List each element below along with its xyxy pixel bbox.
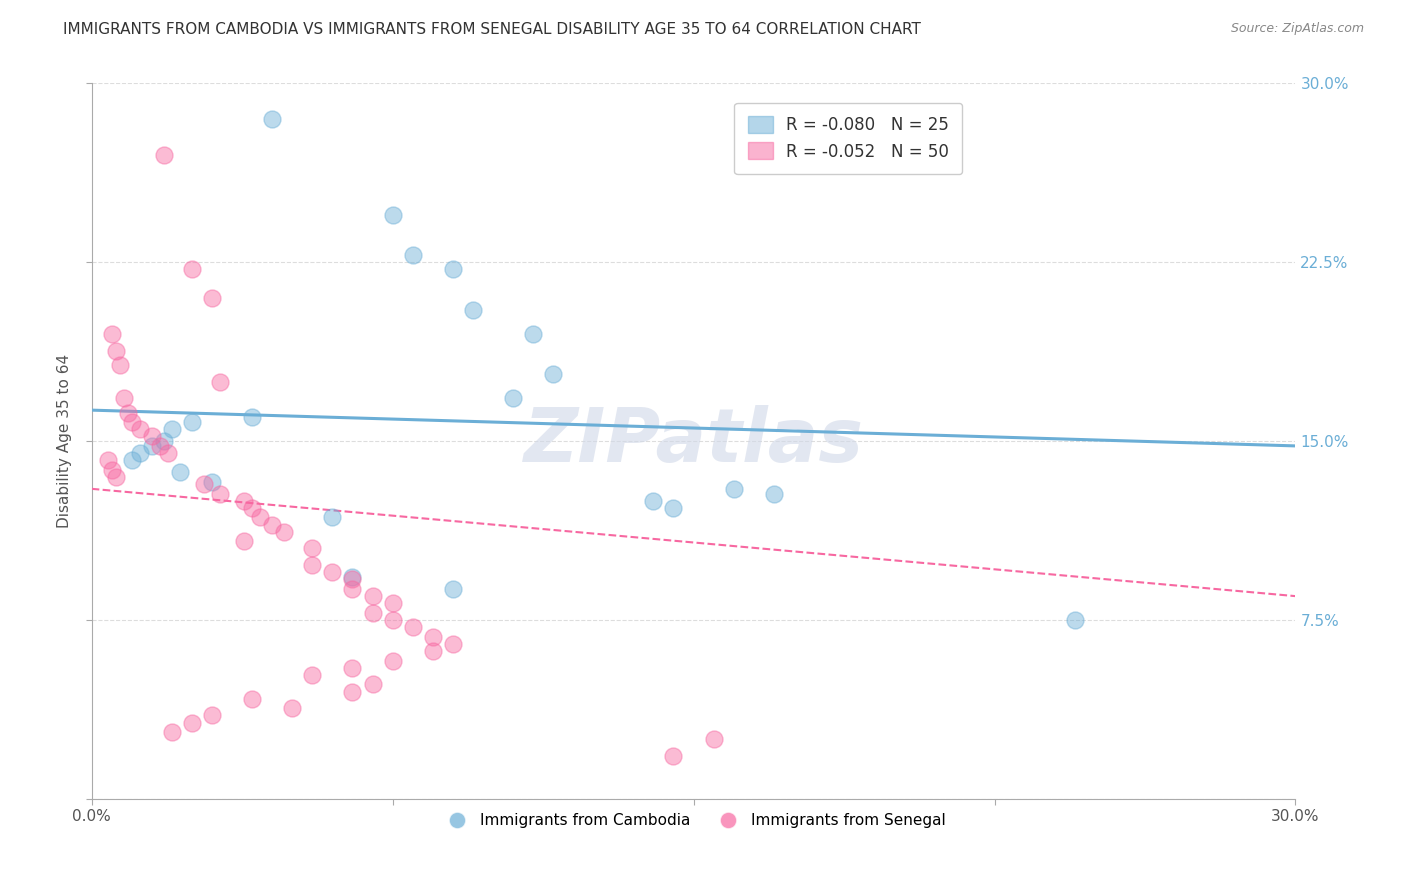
- Point: [342, 661, 364, 675]
- Point: [381, 613, 404, 627]
- Point: [301, 541, 323, 556]
- Point: [240, 691, 263, 706]
- Point: [281, 701, 304, 715]
- Point: [181, 262, 204, 277]
- Point: [321, 510, 343, 524]
- Point: [160, 725, 183, 739]
- Point: [201, 475, 224, 489]
- Point: [723, 482, 745, 496]
- Point: [342, 573, 364, 587]
- Point: [381, 208, 404, 222]
- Point: [381, 653, 404, 667]
- Point: [121, 415, 143, 429]
- Point: [104, 470, 127, 484]
- Point: [422, 644, 444, 658]
- Point: [240, 410, 263, 425]
- Point: [153, 434, 176, 449]
- Point: [141, 439, 163, 453]
- Point: [128, 446, 150, 460]
- Point: [104, 343, 127, 358]
- Point: [201, 291, 224, 305]
- Point: [128, 422, 150, 436]
- Point: [342, 582, 364, 596]
- Point: [141, 429, 163, 443]
- Point: [233, 534, 256, 549]
- Point: [149, 439, 172, 453]
- Point: [100, 463, 122, 477]
- Point: [441, 262, 464, 277]
- Text: Source: ZipAtlas.com: Source: ZipAtlas.com: [1230, 22, 1364, 36]
- Point: [301, 558, 323, 573]
- Point: [121, 453, 143, 467]
- Point: [201, 708, 224, 723]
- Point: [233, 493, 256, 508]
- Point: [193, 477, 215, 491]
- Point: [181, 415, 204, 429]
- Point: [208, 486, 231, 500]
- Point: [262, 517, 284, 532]
- Point: [643, 493, 665, 508]
- Point: [422, 630, 444, 644]
- Point: [381, 596, 404, 610]
- Point: [100, 326, 122, 341]
- Point: [662, 748, 685, 763]
- Point: [401, 620, 423, 634]
- Point: [762, 486, 785, 500]
- Point: [441, 637, 464, 651]
- Point: [160, 422, 183, 436]
- Point: [112, 391, 135, 405]
- Point: [441, 582, 464, 596]
- Point: [153, 148, 176, 162]
- Point: [502, 391, 524, 405]
- Point: [342, 570, 364, 584]
- Point: [461, 303, 484, 318]
- Point: [301, 668, 323, 682]
- Point: [1063, 613, 1085, 627]
- Point: [522, 326, 544, 341]
- Point: [208, 375, 231, 389]
- Legend: Immigrants from Cambodia, Immigrants from Senegal: Immigrants from Cambodia, Immigrants fro…: [436, 807, 952, 834]
- Text: IMMIGRANTS FROM CAMBODIA VS IMMIGRANTS FROM SENEGAL DISABILITY AGE 35 TO 64 CORR: IMMIGRANTS FROM CAMBODIA VS IMMIGRANTS F…: [63, 22, 921, 37]
- Point: [108, 358, 131, 372]
- Point: [342, 684, 364, 698]
- Y-axis label: Disability Age 35 to 64: Disability Age 35 to 64: [58, 354, 72, 528]
- Point: [117, 405, 139, 419]
- Point: [156, 446, 179, 460]
- Point: [541, 368, 564, 382]
- Point: [97, 453, 120, 467]
- Point: [169, 465, 191, 479]
- Point: [321, 566, 343, 580]
- Point: [181, 715, 204, 730]
- Point: [240, 500, 263, 515]
- Point: [361, 677, 384, 691]
- Point: [361, 606, 384, 620]
- Point: [273, 524, 295, 539]
- Point: [703, 732, 725, 747]
- Point: [662, 500, 685, 515]
- Text: ZIPatlas: ZIPatlas: [523, 405, 863, 477]
- Point: [262, 112, 284, 127]
- Point: [401, 248, 423, 262]
- Point: [361, 589, 384, 603]
- Point: [249, 510, 271, 524]
